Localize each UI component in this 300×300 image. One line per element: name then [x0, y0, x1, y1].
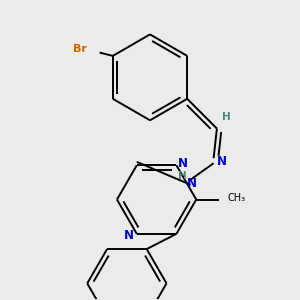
Text: N: N	[187, 176, 197, 190]
Text: H: H	[178, 171, 187, 182]
Text: Br: Br	[73, 44, 86, 54]
Text: H: H	[222, 112, 231, 122]
Text: N: N	[124, 229, 134, 242]
Text: CH₃: CH₃	[228, 193, 246, 203]
Text: N: N	[217, 155, 227, 168]
Text: N: N	[178, 157, 188, 170]
